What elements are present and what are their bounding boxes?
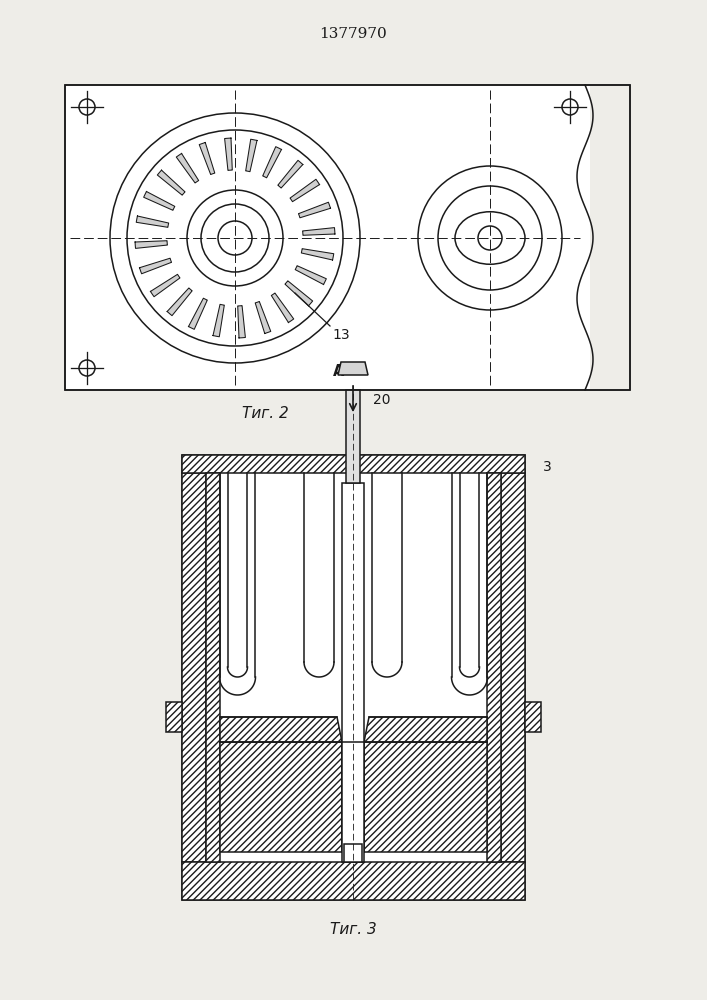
Polygon shape — [238, 306, 245, 338]
Polygon shape — [285, 281, 312, 306]
Polygon shape — [298, 202, 330, 218]
Bar — [65, 85, 630, 390]
Bar — [342, 742, 364, 852]
Bar — [182, 473, 206, 862]
Polygon shape — [296, 266, 327, 284]
Polygon shape — [176, 153, 199, 183]
Polygon shape — [364, 742, 487, 852]
Polygon shape — [135, 241, 168, 248]
Bar — [346, 390, 360, 483]
Bar — [206, 473, 220, 862]
Bar — [65, 85, 630, 390]
Polygon shape — [151, 274, 180, 297]
Text: 3: 3 — [543, 460, 551, 474]
Polygon shape — [301, 249, 334, 260]
Polygon shape — [220, 717, 342, 742]
Polygon shape — [303, 228, 335, 235]
Text: 13: 13 — [332, 328, 350, 342]
Polygon shape — [225, 138, 233, 170]
Text: A: A — [333, 364, 345, 379]
Polygon shape — [338, 362, 368, 375]
Bar — [487, 473, 501, 862]
Text: 20: 20 — [373, 393, 390, 407]
Bar — [501, 473, 525, 862]
Text: Τиг. 2: Τиг. 2 — [242, 406, 288, 421]
Polygon shape — [220, 742, 342, 852]
Polygon shape — [271, 293, 293, 323]
Polygon shape — [158, 170, 185, 195]
Bar — [344, 844, 362, 862]
Polygon shape — [139, 258, 172, 274]
Bar — [182, 862, 525, 900]
Bar — [342, 483, 364, 862]
Polygon shape — [364, 717, 487, 742]
Text: Τиг. 3: Τиг. 3 — [329, 922, 376, 937]
Polygon shape — [167, 288, 192, 316]
Polygon shape — [189, 298, 207, 329]
Bar — [525, 702, 541, 732]
Bar — [182, 455, 525, 473]
Polygon shape — [213, 304, 224, 337]
Bar — [182, 455, 525, 900]
Polygon shape — [144, 192, 175, 210]
Polygon shape — [199, 143, 215, 174]
Polygon shape — [136, 216, 169, 227]
Polygon shape — [290, 179, 320, 202]
Bar — [590, 86, 629, 389]
Polygon shape — [246, 139, 257, 172]
Polygon shape — [263, 147, 281, 178]
Polygon shape — [278, 160, 303, 188]
Bar — [166, 702, 182, 732]
Text: 1377970: 1377970 — [319, 27, 387, 41]
Polygon shape — [255, 302, 271, 333]
